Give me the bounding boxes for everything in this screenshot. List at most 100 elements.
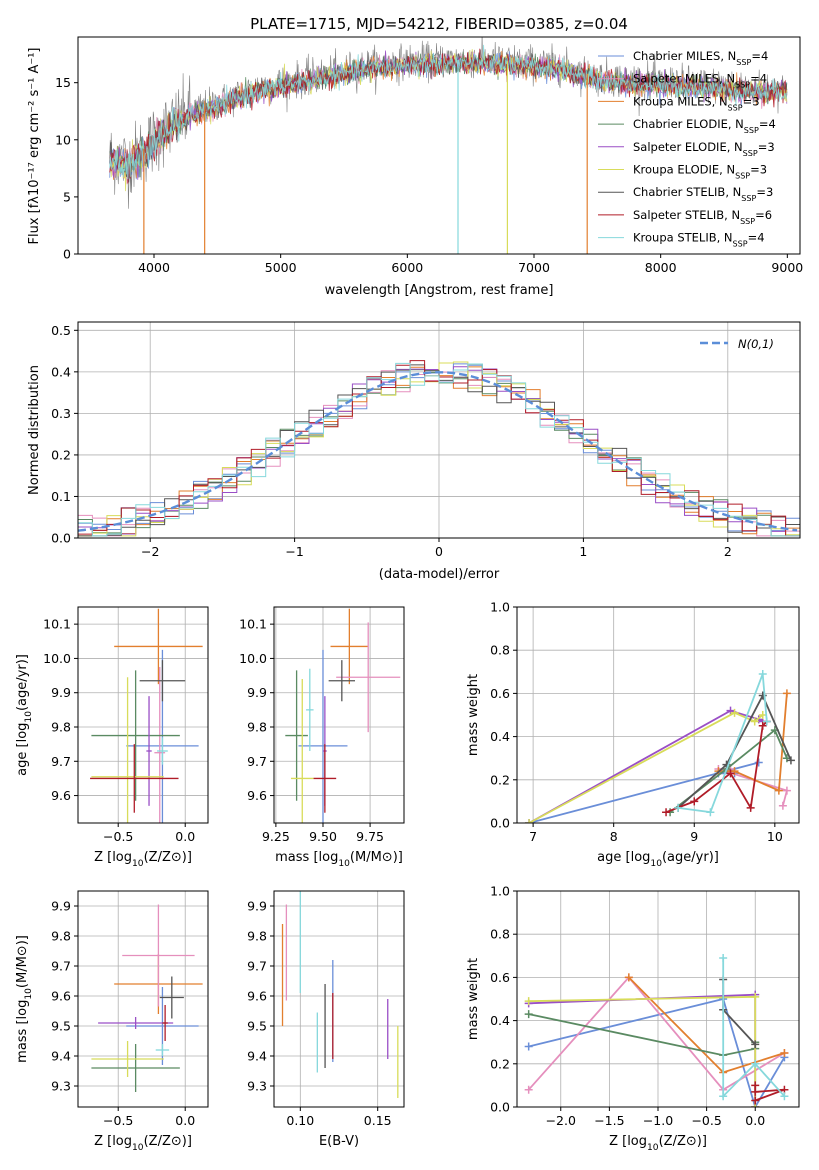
age_vs_Z-xtick-label: 0.0	[175, 829, 195, 844]
weight_vs_age-marker	[778, 801, 787, 810]
age_vs_Z-axes: −0.5 0.0 9.6 9.7 9.8 9.9 10.0 10.1	[43, 606, 209, 844]
legend-entry: Kroupa ELODIE, NSSP=3	[633, 163, 767, 181]
age_vs_Z-xlabel-base: Z [log	[94, 850, 132, 865]
age_vs_mass-ytick-label: 9.7	[247, 754, 267, 769]
weight_vs_Z-marker	[780, 1049, 789, 1057]
residuals-xtick-label: 2	[724, 544, 732, 559]
weight_vs_age-series-kroupa-miles	[718, 693, 788, 792]
age_vs_mass-xtick-label: 9.25	[262, 829, 290, 844]
age_vs_Z-xlabel-sub: 10	[132, 859, 144, 869]
weight_vs_age-xtick-label: 7	[529, 829, 537, 844]
legend-entry-sub: SSP	[735, 171, 750, 180]
mass_vs_Z-ytick-label: 9.3	[51, 1079, 71, 1094]
age_vs_mass-xlabel-sub: 10	[338, 859, 350, 869]
age_vs_Z-ytick-label: 10.1	[43, 617, 71, 632]
weight_vs_Z-xtick-label: −2.0	[546, 1113, 576, 1128]
spectrum-ytick-label: 10	[55, 132, 71, 147]
weight_vs_age-marker	[782, 689, 791, 698]
age_vs_mass-xlabel: mass [log10(M/M⊙)]	[275, 850, 403, 869]
weight_vs_age-xtick-label: 8	[610, 829, 618, 844]
age_vs_Z-xlabel: Z [log10(Z/Z⊙)]	[94, 850, 192, 869]
residuals-ytick-label: 0.0	[51, 531, 71, 546]
weight_vs_Z-marker	[751, 1059, 760, 1068]
age_vs_Z-ytick-label: 10.0	[43, 651, 71, 666]
age_vs_mass-grid	[274, 607, 404, 823]
age_vs_Z-ytick-label: 9.6	[51, 788, 71, 803]
legend-entry: Salpeter ELODIE, NSSP=3	[633, 140, 775, 158]
weight_vs_age-marker	[706, 808, 715, 817]
mass_vs_ebv-xtick-label: 0.10	[286, 1113, 314, 1128]
weight_vs_age-marker	[782, 786, 791, 795]
weight_vs_Z-series-chabrier-miles	[528, 997, 786, 1107]
weight_vs_age-axes: 7 8 9 10 0.0 0.2 0.4 0.6 0.8 1.0	[490, 600, 800, 844]
residual-hist-kroupa-stelib	[78, 362, 800, 537]
legend-entry-base: Kroupa MILES, N	[633, 94, 728, 108]
weight_vs_Z-marker	[524, 997, 533, 1006]
weight_vs_age-xlabel-base: age [log	[597, 850, 650, 865]
age_vs_Z-ylabel-sub: 10	[24, 711, 34, 723]
weight_vs_age-ytick-label: 0.2	[490, 772, 510, 787]
spectrum-xtick-label: 4000	[138, 260, 170, 275]
legend-entry-tail: =4	[748, 231, 765, 245]
weight_vs_age-marker	[662, 808, 671, 817]
legend-entry: Salpeter STELIB, NSSP=6	[633, 208, 772, 226]
legend-entry-tail: =6	[755, 208, 772, 222]
spectrum-axes: 4000 5000 6000 7000 8000 9000 0 5 10 15	[55, 36, 803, 275]
legend-entry-sub: SSP	[735, 80, 750, 89]
age_vs_mass-plot	[285, 608, 401, 823]
spectrum-ytick-label: 15	[55, 75, 71, 90]
legend-entry: Kroupa MILES, NSSP=3	[633, 94, 760, 112]
weight_vs_Z-ytick-label: 1.0	[490, 884, 510, 899]
residuals-xtick-label: 0	[435, 544, 443, 559]
legend-entry-tail: =4	[751, 49, 768, 63]
weight_vs_age-frame	[516, 606, 800, 824]
age_vs_mass-axes: 9.25 9.50 9.75 9.6 9.7 9.8 9.9 10.0 10.1	[239, 606, 405, 844]
spectrum-plot	[109, 37, 788, 254]
legend-entry-base: Kroupa ELODIE, N	[633, 163, 735, 177]
weight_vs_Z-marker	[524, 1085, 533, 1094]
weight_vs_age-plot	[525, 669, 795, 823]
age_vs_Z-ylabel-base: age [log	[15, 723, 30, 776]
weight_vs_Z-marker	[719, 953, 728, 962]
mass_vs_Z-xlabel: Z [log10(Z/Z⊙)]	[94, 1134, 192, 1153]
weight_vs_Z-frame	[516, 890, 800, 1108]
legend-entry-sub: SSP	[736, 58, 751, 67]
mass_vs_Z-ylabel: mass [log10(M/M⊙)]	[15, 935, 34, 1063]
weight_vs_Z-xtick-label: 0.0	[745, 1113, 765, 1128]
mass_vs_Z-xlabel-base: Z [log	[94, 1134, 132, 1149]
weight_vs_Z-series-salpeter-stelib	[754, 1085, 785, 1102]
weight_vs_age-series-chabrier-miles	[528, 761, 759, 823]
mass_vs_ebv-axes: 0.10 0.15 9.3 9.4 9.5 9.6 9.7 9.8 9.9	[247, 890, 405, 1128]
age_vs_mass-ytick-label: 9.6	[247, 788, 267, 803]
age_vs_mass-xtick-label: 9.50	[309, 829, 337, 844]
residuals-plot	[78, 360, 800, 537]
residuals-xtick-label: 1	[579, 544, 587, 559]
weight_vs_age-grid	[517, 606, 799, 824]
mass_vs_Z-ytick-label: 9.6	[51, 989, 71, 1004]
mass_vs_ebv-frame	[273, 890, 405, 1108]
residuals-xlabel: (data-model)/error	[379, 567, 500, 582]
age_vs_Z-ylabel: age [log10(age/yr)]	[15, 654, 34, 776]
weight_vs_age-xtick-label: 10	[767, 829, 783, 844]
weight_vs_age-marker	[674, 803, 683, 812]
mass_vs_Z-ytick-label: 9.4	[51, 1049, 71, 1064]
legend-entry-sub: SSP	[728, 103, 743, 112]
mass_vs_Z-xtick-label: −0.5	[103, 1113, 133, 1128]
mass_vs_ebv-grid	[274, 891, 404, 1107]
age_vs_Z-ytick-label: 9.8	[51, 720, 71, 735]
residuals-ylabel: Normed distribution	[27, 365, 42, 495]
weight_vs_age-ytick-label: 0.4	[490, 729, 510, 744]
weight_vs_Z-xtick-label: −0.5	[691, 1113, 721, 1128]
mass_vs_Z-ylabel-tail: (M/M⊙)]	[15, 935, 30, 988]
legend-entry-tail: =3	[758, 140, 775, 154]
weight_vs_age-marker	[762, 717, 771, 726]
residuals-ytick-label: 0.4	[51, 364, 71, 379]
weight_vs_Z-xlabel-sub: 10	[647, 1143, 659, 1153]
mass_vs_Z-xlabel-tail: (Z/Z⊙)]	[144, 1134, 192, 1149]
weight_vs_Z-marker	[524, 1042, 533, 1051]
weight_vs_age-xlabel: age [log10(age/yr)]	[597, 850, 719, 869]
residuals-frame	[77, 321, 801, 539]
weight_vs_Z-xlabel-base: Z [log	[609, 1134, 647, 1149]
weight_vs_Z-marker	[751, 1081, 760, 1090]
